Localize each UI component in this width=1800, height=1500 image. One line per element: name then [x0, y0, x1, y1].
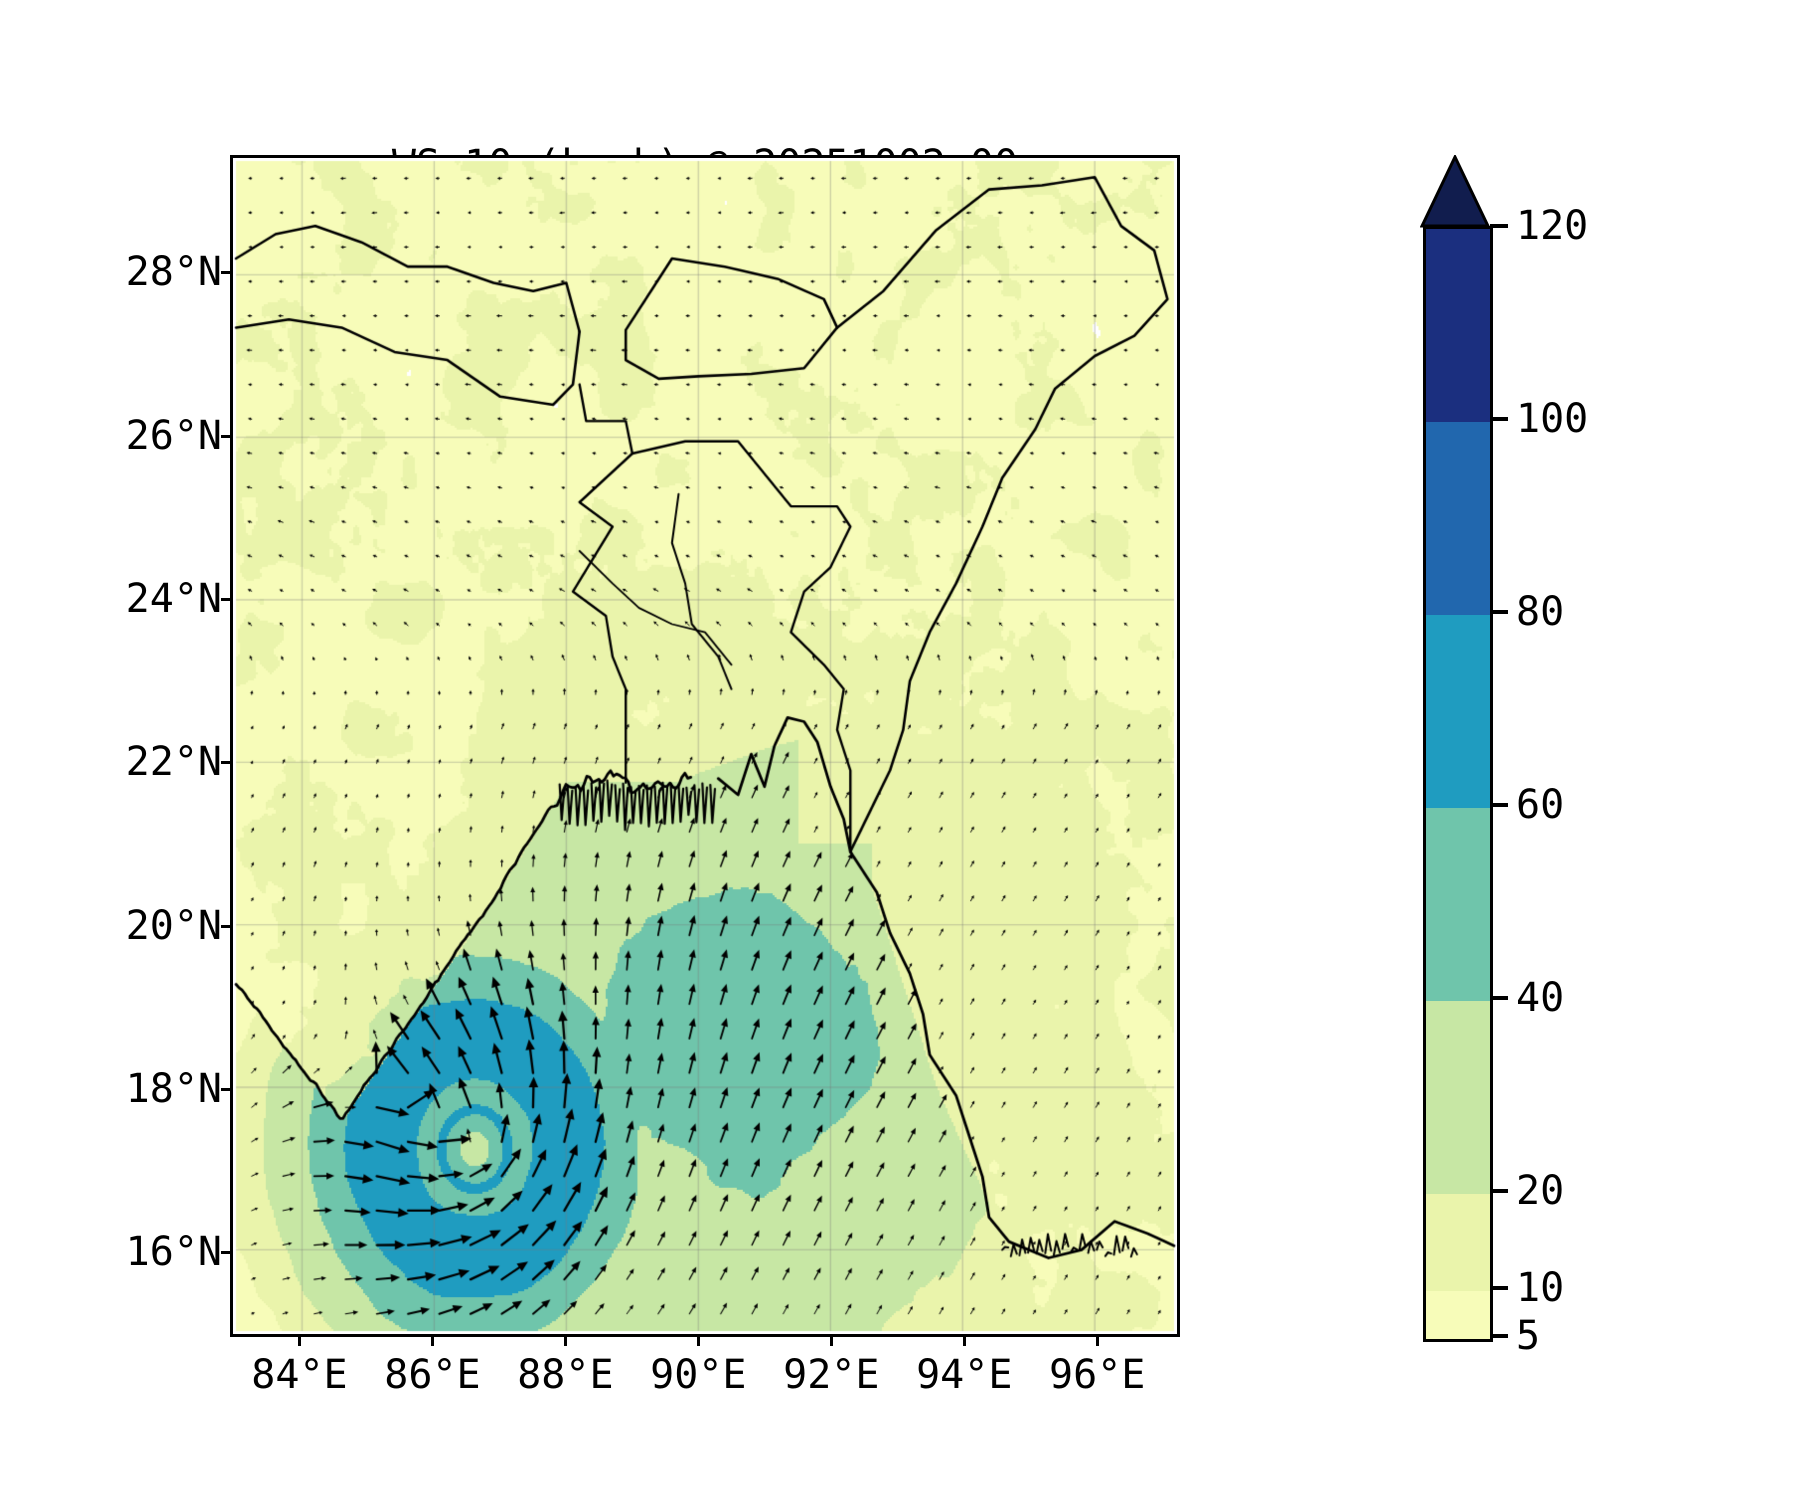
colorbar-tick-label: 120	[1516, 203, 1589, 249]
map-plot-area	[230, 155, 1180, 1337]
y-axis-tick	[221, 1251, 230, 1255]
colorbar-tick	[1490, 224, 1508, 228]
wind-speed-field	[233, 158, 1177, 1334]
y-axis-tick-label: 24°N	[125, 576, 222, 622]
colorbar-tick	[1490, 1334, 1508, 1338]
y-axis-tick-label: 20°N	[125, 902, 222, 949]
colorbar-tick-label: 60	[1516, 782, 1565, 829]
colorbar-tick-label: 10	[1516, 1264, 1565, 1311]
colorbar-band	[1426, 1001, 1490, 1195]
colorbar-tick	[1490, 1189, 1508, 1194]
y-axis-tick-label: 26°N	[125, 412, 222, 459]
colorbar-band	[1426, 1194, 1490, 1291]
colorbar-extend-arrow	[1420, 155, 1490, 228]
x-axis-tick-label: 92°E	[783, 1352, 880, 1398]
x-axis-tick-label: 90°E	[650, 1352, 747, 1398]
x-axis-tick	[697, 1337, 701, 1346]
y-axis-tick	[221, 434, 230, 438]
y-axis-tick	[221, 924, 230, 928]
x-axis-tick-label: 94°E	[916, 1352, 1013, 1398]
y-axis-tick	[221, 598, 230, 601]
colorbar-band	[1426, 229, 1490, 423]
colorbar-tick	[1490, 1285, 1508, 1290]
colorbar-tick	[1490, 417, 1508, 422]
colorbar-band	[1426, 422, 1490, 616]
y-axis-tick	[221, 761, 230, 765]
colorbar-band	[1426, 1290, 1490, 1339]
x-axis-tick	[963, 1337, 967, 1346]
y-axis-tick-label: 18°N	[125, 1066, 222, 1112]
y-axis-tick	[221, 1088, 230, 1091]
colorbar-tick	[1490, 996, 1508, 1001]
x-axis-tick-label: 86°E	[384, 1352, 481, 1398]
y-axis-tick-label: 16°N	[125, 1229, 222, 1276]
x-axis-tick-label: 96°E	[1049, 1352, 1146, 1398]
colorbar	[1423, 226, 1493, 1342]
colorbar-tick	[1490, 803, 1508, 808]
colorbar-band	[1426, 615, 1490, 809]
colorbar-band	[1426, 808, 1490, 1002]
x-axis-tick-label: 88°E	[517, 1352, 614, 1398]
y-axis-tick	[221, 271, 230, 275]
colorbar-tick-label: 5	[1516, 1313, 1541, 1359]
x-axis-tick	[431, 1337, 435, 1346]
x-axis-tick	[830, 1337, 834, 1346]
colorbar-tick-label: 80	[1516, 589, 1565, 636]
y-axis-tick-label: 22°N	[125, 739, 222, 786]
x-axis-tick	[1096, 1337, 1100, 1346]
colorbar-tick-label: 40	[1516, 975, 1565, 1022]
colorbar-tick	[1490, 610, 1508, 615]
x-axis-tick	[298, 1337, 302, 1346]
x-axis-tick-label: 84°E	[251, 1352, 348, 1398]
y-axis-tick-label: 28°N	[125, 249, 222, 296]
x-axis-tick	[564, 1337, 568, 1346]
colorbar-tick-label: 100	[1516, 396, 1589, 443]
colorbar-tick-label: 20	[1516, 1168, 1565, 1215]
